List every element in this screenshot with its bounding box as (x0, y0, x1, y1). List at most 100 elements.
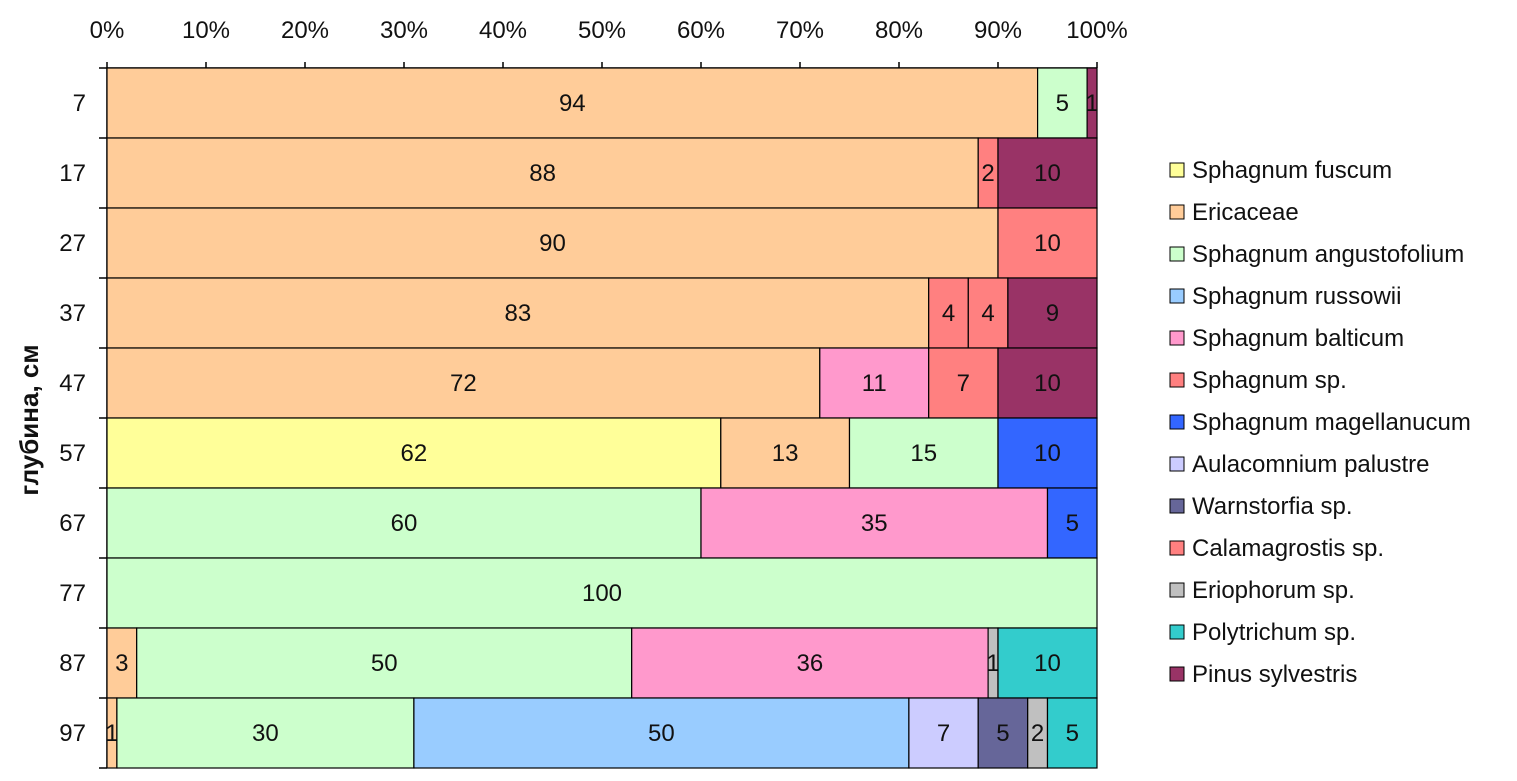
data-label: 5 (996, 720, 1009, 747)
bar-segment (1046, 697, 1098, 769)
data-label: 11 (862, 370, 887, 397)
data-label: 5 (1056, 90, 1069, 117)
bar-segment (106, 347, 821, 419)
x-tick-label: 70% (776, 17, 824, 44)
bar-segment (116, 697, 415, 769)
bar-segment (106, 207, 999, 279)
data-label: 2 (981, 160, 994, 187)
legend-swatch (1169, 540, 1185, 556)
data-label: 10 (1034, 160, 1061, 187)
data-label: 100 (582, 580, 622, 607)
legend-swatch (1169, 246, 1185, 262)
y-tick-label: 97 (59, 720, 86, 747)
legend-label: Sphagnum sp. (1192, 367, 1347, 394)
legend-swatch (1169, 330, 1185, 346)
legend-swatch (1169, 666, 1185, 682)
bar-segment (631, 627, 989, 699)
data-label: 60 (391, 510, 418, 537)
legend-label: Eriophorum sp. (1192, 577, 1355, 604)
data-label: 10 (1034, 370, 1061, 397)
bar-segment (819, 347, 930, 419)
legend-label: Warnstorfia sp. (1192, 493, 1353, 520)
y-tick-label: 77 (59, 580, 86, 607)
legend-swatch (1169, 456, 1185, 472)
y-tick-label: 47 (59, 370, 86, 397)
bar-segment (848, 417, 999, 489)
bar-segment (997, 347, 1098, 419)
legend-label: Aulacomnium palustre (1192, 451, 1429, 478)
x-tick-label: 40% (479, 17, 527, 44)
data-label: 4 (981, 300, 994, 327)
data-label: 7 (957, 370, 970, 397)
y-tick-label: 17 (59, 160, 86, 187)
y-tick-label: 27 (59, 230, 86, 257)
legend-swatch (1169, 582, 1185, 598)
legend-label: Pinus sylvestris (1192, 661, 1357, 688)
legend-label: Sphagnum angustofolium (1192, 241, 1464, 268)
x-tick-label: 90% (974, 17, 1022, 44)
bar-segment (106, 277, 930, 349)
bar-segment (106, 417, 722, 489)
data-label: 1 (105, 720, 118, 747)
data-label: 50 (371, 650, 398, 677)
data-label: 88 (529, 160, 556, 187)
data-label: 2 (1031, 720, 1044, 747)
bar-segment (106, 67, 1039, 139)
y-tick-label: 87 (59, 650, 86, 677)
x-tick-label: 20% (281, 17, 329, 44)
bar-segment (997, 207, 1098, 279)
legend-swatch (1169, 204, 1185, 220)
data-label: 90 (539, 230, 566, 257)
x-tick-label: 60% (677, 17, 725, 44)
data-label: 83 (504, 300, 531, 327)
data-label: 62 (401, 440, 428, 467)
legend: Sphagnum fuscum Ericaceae Sphagnum angusto… (1169, 157, 1471, 688)
y-axis-title: глубина, см (14, 344, 44, 495)
data-label: 10 (1034, 650, 1061, 677)
data-label: 7 (937, 720, 950, 747)
legend-label: Sphagnum fuscum (1192, 157, 1392, 184)
data-label: 30 (252, 720, 279, 747)
bar-segment (106, 487, 702, 559)
data-label: 5 (1066, 510, 1079, 537)
data-label: 50 (648, 720, 675, 747)
x-tick-label: 50% (578, 17, 626, 44)
data-label: 10 (1034, 440, 1061, 467)
legend-swatch (1169, 288, 1185, 304)
legend-swatch (1169, 498, 1185, 514)
bar-segment (967, 277, 1009, 349)
bar-segment (413, 697, 910, 769)
bar-segment (700, 487, 1049, 559)
data-label: 35 (861, 510, 888, 537)
legend-label: Sphagnum russowii (1192, 283, 1401, 310)
y-tick-label: 7 (73, 90, 86, 117)
bar-segment (106, 627, 138, 699)
data-label: 72 (450, 370, 477, 397)
x-tick-label: 100% (1066, 17, 1127, 44)
data-label: 9 (1046, 300, 1059, 327)
legend-swatch (1169, 624, 1185, 640)
bar-segment (997, 417, 1098, 489)
data-label: 4 (942, 300, 955, 327)
y-tick-label: 37 (59, 300, 86, 327)
y-axis: 7 17 27 37 47 57 67 77 87 97 (59, 67, 108, 769)
x-tick-label: 80% (875, 17, 923, 44)
data-label: 15 (910, 440, 937, 467)
data-label: 10 (1034, 230, 1061, 257)
x-tick-label: 10% (182, 17, 230, 44)
bar-segment (720, 417, 851, 489)
legend-label: Calamagrostis sp. (1192, 535, 1384, 562)
legend-label: Ericaceae (1192, 199, 1299, 226)
bar-segment (1036, 67, 1088, 139)
bar-segment (928, 277, 969, 349)
bar-segment (908, 697, 979, 769)
data-label: 36 (797, 650, 824, 677)
data-label: 3 (115, 650, 128, 677)
y-tick-label: 57 (59, 440, 86, 467)
y-tick-label: 67 (59, 510, 86, 537)
legend-label: Sphagnum balticum (1192, 325, 1404, 352)
legend-swatch (1169, 162, 1185, 178)
bar-segment (106, 557, 1098, 629)
x-tick-label: 30% (380, 17, 428, 44)
